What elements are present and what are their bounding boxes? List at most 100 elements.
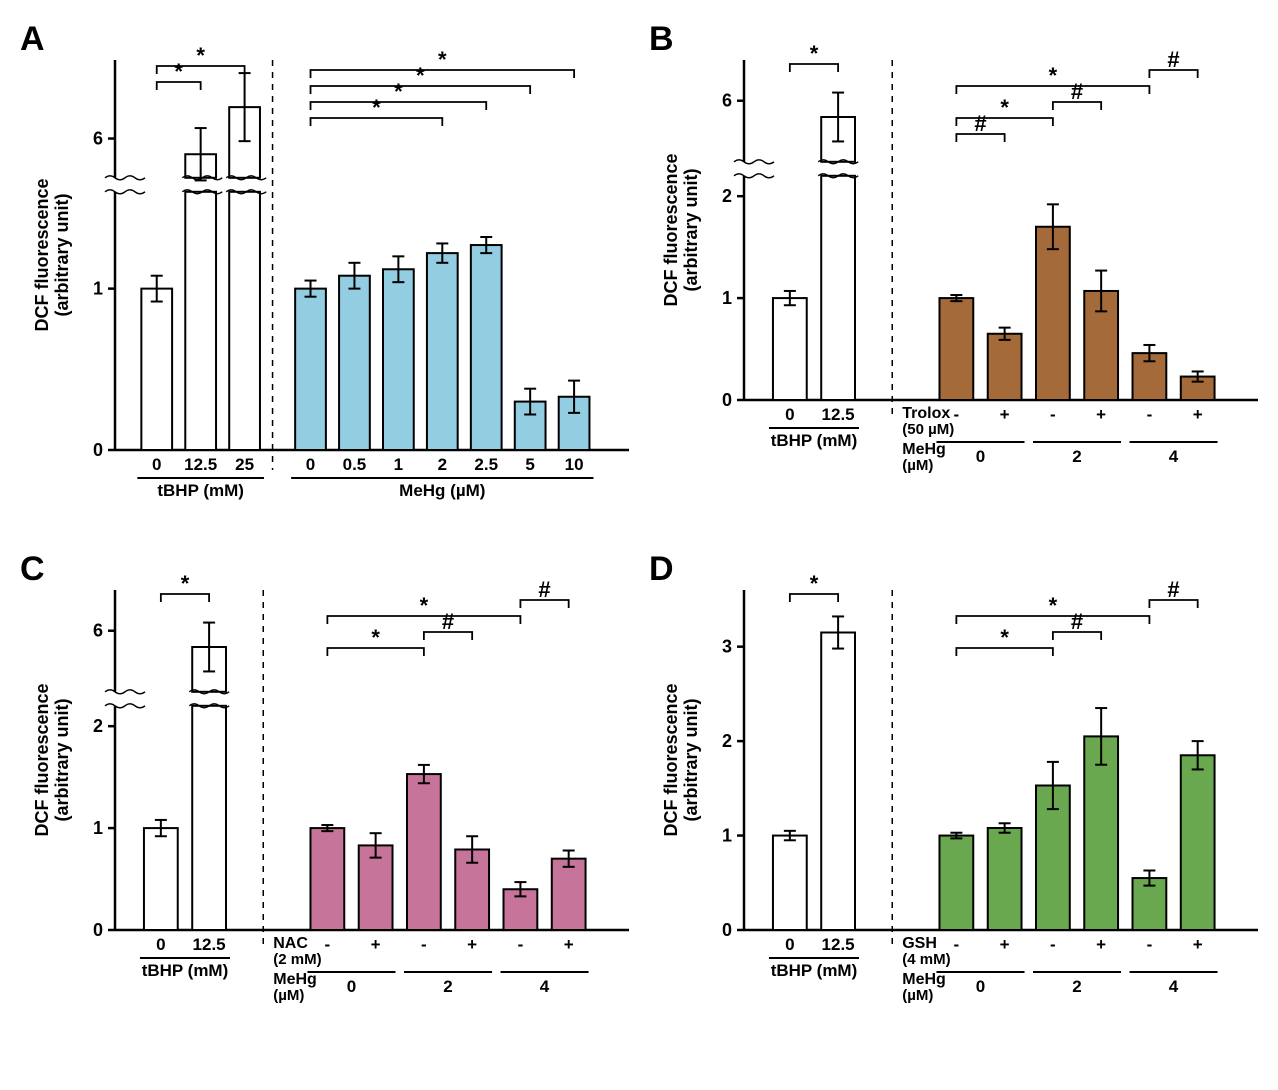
svg-text:DCF fluorescence(arbitrary uni: DCF fluorescence(arbitrary unit)	[32, 683, 72, 836]
panel-label-A: A	[20, 20, 45, 59]
svg-text:*: *	[810, 571, 819, 596]
svg-text:5: 5	[525, 455, 534, 474]
svg-text:MeHg: MeHg	[902, 441, 946, 458]
svg-text:*: *	[1000, 625, 1009, 650]
svg-text:-: -	[954, 935, 960, 954]
svg-text:25: 25	[235, 455, 254, 474]
svg-text:GSH: GSH	[902, 935, 937, 952]
svg-text:*: *	[371, 625, 380, 650]
svg-text:NAC: NAC	[273, 935, 308, 952]
svg-text:DCF fluorescence(arbitrary uni: DCF fluorescence(arbitrary unit)	[661, 683, 701, 836]
svg-text:-: -	[1147, 405, 1153, 424]
svg-text:1: 1	[722, 826, 732, 846]
svg-text:DCF fluorescence(arbitrary uni: DCF fluorescence(arbitrary unit)	[32, 178, 72, 331]
svg-text:#: #	[974, 111, 986, 136]
figure-grid: A DCF fluorescence(arbitrary unit)016012…	[20, 20, 1258, 1070]
svg-text:tBHP (mM): tBHP (mM)	[157, 481, 244, 500]
svg-text:*: *	[810, 41, 819, 66]
svg-text:12.5: 12.5	[184, 455, 217, 474]
svg-text:2: 2	[1072, 447, 1081, 466]
svg-text:6: 6	[93, 129, 103, 149]
svg-text:0: 0	[785, 935, 794, 954]
svg-text:*: *	[438, 47, 447, 72]
svg-text:#: #	[442, 609, 454, 634]
panel-D: D DCF fluorescence(arbitrary unit) 0 1 2 3 0 1…	[649, 550, 1268, 1070]
svg-text:MeHg: MeHg	[273, 971, 317, 988]
svg-text:#: #	[538, 577, 550, 602]
svg-text:0: 0	[976, 977, 985, 996]
svg-text:+: +	[371, 935, 381, 954]
svg-text:+: +	[564, 935, 574, 954]
svg-text:+: +	[1193, 405, 1203, 424]
svg-text:2: 2	[1072, 977, 1081, 996]
svg-text:2: 2	[438, 455, 447, 474]
svg-text:MeHg (µM): MeHg (µM)	[399, 481, 485, 500]
svg-text:0: 0	[722, 920, 732, 940]
svg-text:2: 2	[93, 716, 103, 736]
svg-text:2: 2	[722, 731, 732, 751]
svg-text:0: 0	[785, 405, 794, 424]
panel-label-C: C	[20, 550, 45, 589]
svg-text:0: 0	[976, 447, 985, 466]
svg-text:+: +	[1000, 405, 1010, 424]
svg-text:-: -	[954, 405, 960, 424]
svg-text:(µM): (µM)	[902, 457, 933, 474]
svg-text:+: +	[1096, 405, 1106, 424]
svg-text:6: 6	[93, 621, 103, 641]
svg-text:-: -	[1050, 935, 1056, 954]
svg-text:1: 1	[93, 279, 103, 299]
svg-text:+: +	[1193, 935, 1203, 954]
svg-text:(50 µM): (50 µM)	[902, 421, 954, 438]
svg-text:4: 4	[1169, 447, 1179, 466]
svg-text:*: *	[196, 43, 205, 68]
svg-text:tBHP (mM): tBHP (mM)	[771, 431, 858, 450]
svg-text:3: 3	[722, 637, 732, 657]
svg-text:DCF fluorescence(arbitrary uni: DCF fluorescence(arbitrary unit)	[661, 153, 701, 306]
panel-label-B: B	[649, 20, 674, 59]
svg-text:-: -	[1147, 935, 1153, 954]
svg-text:*: *	[181, 571, 190, 596]
svg-text:+: +	[467, 935, 477, 954]
svg-text:0: 0	[722, 390, 732, 410]
svg-text:(µM): (µM)	[902, 987, 933, 1004]
panel-A: A DCF fluorescence(arbitrary unit)016012…	[20, 20, 639, 540]
panel-C: C DCF fluorescence(arbitrary unit)012601…	[20, 550, 639, 1070]
svg-text:1: 1	[394, 455, 403, 474]
svg-text:MeHg: MeHg	[902, 971, 946, 988]
svg-text:tBHP (mM): tBHP (mM)	[142, 961, 229, 980]
svg-text:0: 0	[93, 920, 103, 940]
svg-text:0: 0	[347, 977, 356, 996]
svg-text:*: *	[1049, 593, 1058, 618]
svg-text:2.5: 2.5	[474, 455, 498, 474]
svg-text:4: 4	[540, 977, 550, 996]
panel-label-D: D	[649, 550, 674, 589]
svg-text:tBHP (mM): tBHP (mM)	[771, 961, 858, 980]
svg-text:#: #	[1071, 609, 1083, 634]
svg-text:0: 0	[306, 455, 315, 474]
svg-text:0.5: 0.5	[343, 455, 367, 474]
svg-text:-: -	[421, 935, 427, 954]
svg-text:+: +	[1096, 935, 1106, 954]
svg-text:*: *	[1000, 95, 1009, 120]
svg-text:10: 10	[565, 455, 584, 474]
svg-text:*: *	[174, 59, 183, 84]
svg-text:*: *	[1049, 63, 1058, 88]
svg-text:6: 6	[722, 91, 732, 111]
svg-text:#: #	[1071, 79, 1083, 104]
svg-text:*: *	[420, 593, 429, 618]
svg-text:#: #	[1167, 47, 1179, 72]
svg-text:1: 1	[722, 288, 732, 308]
svg-text:12.5: 12.5	[822, 935, 855, 954]
svg-text:2: 2	[722, 186, 732, 206]
svg-text:Trolox: Trolox	[902, 405, 950, 422]
svg-text:+: +	[1000, 935, 1010, 954]
svg-text:12.5: 12.5	[822, 405, 855, 424]
svg-text:(µM): (µM)	[273, 987, 304, 1004]
svg-text:*: *	[372, 95, 381, 120]
svg-text:1: 1	[93, 818, 103, 838]
svg-text:-: -	[325, 935, 331, 954]
svg-text:*: *	[416, 63, 425, 88]
svg-text:0: 0	[152, 455, 161, 474]
svg-text:0: 0	[156, 935, 165, 954]
svg-text:(2 mM): (2 mM)	[273, 951, 321, 968]
